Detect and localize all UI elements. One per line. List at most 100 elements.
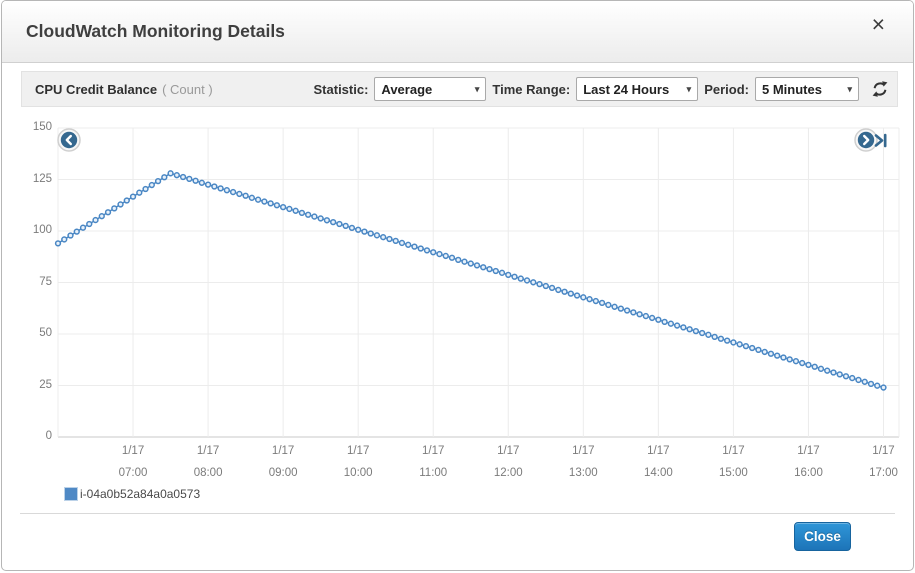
dropdown-arrow-icon: ▾ bbox=[474, 83, 480, 94]
data-point bbox=[861, 378, 868, 385]
data-point bbox=[749, 344, 756, 352]
period-select[interactable]: 5 Minutes ▾ bbox=[755, 77, 859, 101]
data-point bbox=[492, 267, 499, 275]
data-point bbox=[248, 194, 256, 201]
data-point bbox=[517, 275, 524, 282]
x-tick-label: 1/17 bbox=[722, 445, 745, 457]
data-point bbox=[780, 354, 787, 361]
data-point bbox=[586, 296, 593, 303]
chart-toolbar: CPU Credit Balance ( Count ) Statistic: … bbox=[21, 71, 898, 107]
data-point bbox=[592, 297, 599, 305]
data-point bbox=[636, 311, 643, 318]
data-point bbox=[642, 312, 650, 320]
data-point bbox=[54, 240, 62, 247]
x-tick-label: 08:00 bbox=[193, 467, 223, 479]
data-point bbox=[142, 185, 149, 193]
data-point bbox=[229, 188, 237, 196]
chart-skip-to-end-icon[interactable] bbox=[874, 133, 887, 153]
metric-unit: ( Count ) bbox=[162, 81, 213, 97]
data-point bbox=[104, 209, 112, 216]
data-point bbox=[286, 205, 293, 213]
data-point bbox=[842, 373, 850, 380]
data-point bbox=[792, 358, 800, 365]
x-tick-label: 12:00 bbox=[493, 467, 523, 479]
data-point bbox=[849, 374, 856, 382]
x-tick-label: 1/17 bbox=[497, 445, 520, 457]
x-tick-label: 09:00 bbox=[268, 467, 298, 479]
data-point bbox=[398, 239, 406, 247]
data-point bbox=[561, 288, 568, 295]
refresh-icon[interactable] bbox=[871, 80, 889, 98]
data-point bbox=[386, 235, 393, 243]
data-point bbox=[455, 256, 462, 263]
data-point bbox=[323, 217, 331, 224]
x-tick-label: 1/17 bbox=[872, 445, 895, 457]
data-point bbox=[461, 258, 468, 265]
data-point bbox=[830, 369, 837, 376]
y-tick-label: 100 bbox=[32, 224, 52, 236]
chart-scroll-right-button[interactable] bbox=[854, 128, 878, 152]
data-point bbox=[817, 365, 825, 372]
legend-item[interactable]: i-04a0b52a84a0a0573 bbox=[64, 487, 200, 501]
data-point bbox=[617, 305, 624, 312]
data-point bbox=[348, 224, 356, 232]
data-point bbox=[317, 215, 324, 222]
data-point bbox=[480, 264, 487, 271]
data-point bbox=[467, 260, 474, 267]
x-tick-label: 10:00 bbox=[343, 467, 373, 479]
data-point bbox=[767, 350, 775, 357]
data-point bbox=[129, 193, 137, 200]
statistic-selected-value: Average bbox=[381, 81, 433, 97]
close-icon[interactable]: × bbox=[871, 11, 885, 37]
modal-title: CloudWatch Monitoring Details bbox=[26, 21, 285, 41]
data-point bbox=[136, 189, 143, 196]
x-tick-label: 1/17 bbox=[572, 445, 595, 457]
data-point bbox=[742, 343, 750, 350]
data-point bbox=[436, 250, 443, 258]
statistic-select[interactable]: Average ▾ bbox=[374, 77, 487, 101]
data-point bbox=[330, 218, 337, 226]
data-point bbox=[167, 170, 174, 177]
time-range-select[interactable]: Last 24 Hours ▾ bbox=[576, 77, 699, 101]
data-point bbox=[267, 200, 274, 207]
data-point bbox=[786, 356, 793, 363]
y-tick-label: 50 bbox=[39, 327, 52, 339]
x-tick-label: 17:00 bbox=[869, 467, 898, 479]
data-point bbox=[311, 213, 318, 220]
chart-scroll-left-button[interactable] bbox=[57, 128, 81, 152]
data-point bbox=[123, 197, 130, 204]
x-tick-label: 1/17 bbox=[196, 445, 220, 457]
data-point bbox=[855, 376, 862, 384]
data-point bbox=[661, 318, 668, 325]
close-button[interactable]: Close bbox=[794, 522, 851, 551]
legend-label: i-04a0b52a84a0a0573 bbox=[80, 487, 201, 501]
data-point bbox=[442, 252, 449, 260]
data-point bbox=[673, 322, 681, 329]
y-tick-label: 150 bbox=[32, 121, 52, 133]
data-point bbox=[824, 367, 831, 374]
data-point bbox=[648, 314, 656, 322]
data-point bbox=[536, 280, 543, 288]
data-point bbox=[336, 220, 343, 228]
data-point bbox=[342, 222, 349, 230]
data-point bbox=[98, 213, 105, 220]
data-point bbox=[867, 380, 875, 388]
data-point bbox=[498, 269, 506, 276]
data-point bbox=[161, 174, 168, 181]
data-point bbox=[279, 203, 287, 211]
data-point bbox=[204, 181, 212, 188]
data-point bbox=[154, 177, 162, 185]
data-point bbox=[686, 326, 693, 333]
data-point bbox=[373, 232, 381, 239]
x-tick-label: 13:00 bbox=[568, 467, 598, 479]
data-point bbox=[548, 284, 556, 292]
data-point bbox=[254, 196, 262, 203]
data-point bbox=[692, 327, 700, 335]
series-line bbox=[57, 172, 884, 389]
data-point bbox=[811, 363, 818, 370]
x-tick-label: 15:00 bbox=[719, 467, 748, 479]
data-point bbox=[261, 198, 268, 205]
data-point bbox=[698, 329, 706, 337]
x-tick-label: 07:00 bbox=[118, 467, 148, 479]
data-point bbox=[530, 279, 537, 286]
